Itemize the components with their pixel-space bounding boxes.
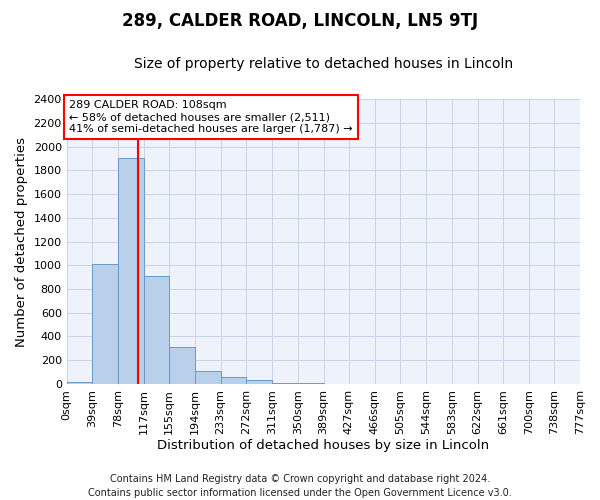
Bar bbox=[195, 371, 221, 384]
Text: 289, CALDER ROAD, LINCOLN, LN5 9TJ: 289, CALDER ROAD, LINCOLN, LN5 9TJ bbox=[122, 12, 478, 30]
Bar bbox=[272, 382, 298, 384]
Text: Contains HM Land Registry data © Crown copyright and database right 2024.
Contai: Contains HM Land Registry data © Crown c… bbox=[88, 474, 512, 498]
Text: 289 CALDER ROAD: 108sqm
← 58% of detached houses are smaller (2,511)
41% of semi: 289 CALDER ROAD: 108sqm ← 58% of detache… bbox=[69, 100, 353, 134]
Title: Size of property relative to detached houses in Lincoln: Size of property relative to detached ho… bbox=[134, 58, 513, 71]
Y-axis label: Number of detached properties: Number of detached properties bbox=[15, 136, 28, 346]
Bar bbox=[144, 276, 169, 384]
Bar bbox=[67, 382, 92, 384]
Bar bbox=[247, 380, 272, 384]
Bar bbox=[221, 378, 247, 384]
Bar bbox=[92, 264, 118, 384]
Bar bbox=[118, 158, 144, 384]
X-axis label: Distribution of detached houses by size in Lincoln: Distribution of detached houses by size … bbox=[157, 440, 490, 452]
Bar bbox=[169, 347, 195, 384]
